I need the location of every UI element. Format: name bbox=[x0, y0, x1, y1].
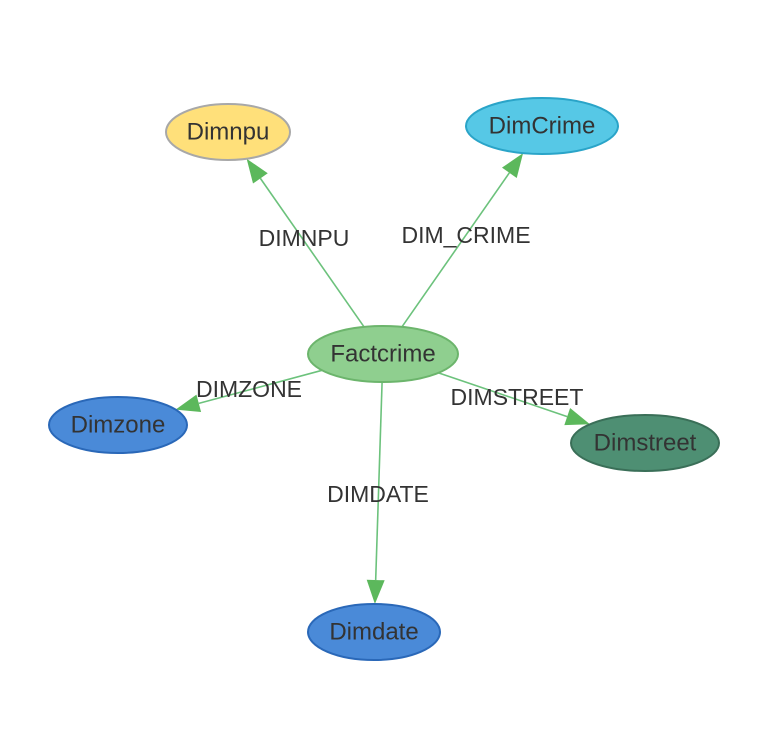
edges-layer bbox=[175, 153, 590, 605]
node-shape bbox=[48, 396, 188, 454]
arrowhead-icon bbox=[175, 394, 202, 413]
node-shape bbox=[307, 603, 441, 661]
edge-factcrime-dimcrime[interactable] bbox=[401, 153, 524, 328]
edge-factcrime-dimzone[interactable] bbox=[175, 369, 323, 413]
edge-label-dimcrime: DIM_CRIME bbox=[401, 222, 530, 248]
node-dimdate[interactable]: Dimdate bbox=[307, 603, 441, 661]
node-shape bbox=[165, 103, 291, 161]
edge-factcrime-dimstreet[interactable] bbox=[438, 372, 590, 426]
arrowhead-icon bbox=[246, 158, 268, 184]
edge-label-dimstreet: DIMSTREET bbox=[451, 384, 584, 410]
node-shape bbox=[307, 325, 459, 383]
node-label: Dimzone bbox=[71, 411, 166, 438]
node-label: Dimnpu bbox=[187, 118, 270, 145]
edge-line bbox=[198, 369, 323, 405]
node-dimzone[interactable]: Dimzone bbox=[48, 396, 188, 454]
edge-factcrime-dimdate[interactable] bbox=[366, 381, 385, 605]
node-label: DimCrime bbox=[489, 112, 596, 139]
edge-label-dimnpu: DIMNPU bbox=[259, 225, 350, 251]
edge-line bbox=[374, 381, 383, 581]
node-label: Dimdate bbox=[329, 618, 418, 645]
edge-line bbox=[401, 172, 511, 328]
arrowhead-icon bbox=[501, 153, 524, 178]
edge-label-dimzone: DIMZONE bbox=[196, 376, 302, 402]
edge-labels-layer: DIMNPU DIM_CRIME DIMZONE DIMSTREET DIMDATE bbox=[196, 222, 583, 507]
edge-line bbox=[259, 177, 365, 328]
node-dimnpu[interactable]: Dimnpu bbox=[165, 103, 291, 161]
node-dimcrime[interactable]: DimCrime bbox=[465, 97, 619, 155]
edge-factcrime-dimnpu[interactable] bbox=[246, 158, 365, 328]
node-shape bbox=[570, 414, 720, 472]
arrowhead-icon bbox=[366, 579, 385, 605]
edge-line bbox=[438, 372, 568, 418]
node-label: Factcrime bbox=[330, 340, 435, 367]
arrowhead-icon bbox=[564, 408, 590, 426]
node-factcrime[interactable]: Factcrime bbox=[307, 325, 459, 383]
nodes-layer: Factcrime Dimnpu DimCrime Dimzone Dimstreet D… bbox=[48, 97, 720, 661]
node-dimstreet[interactable]: Dimstreet bbox=[570, 414, 720, 472]
node-label: Dimstreet bbox=[594, 429, 697, 456]
node-shape bbox=[465, 97, 619, 155]
edge-label-dimdate: DIMDATE bbox=[327, 481, 429, 507]
